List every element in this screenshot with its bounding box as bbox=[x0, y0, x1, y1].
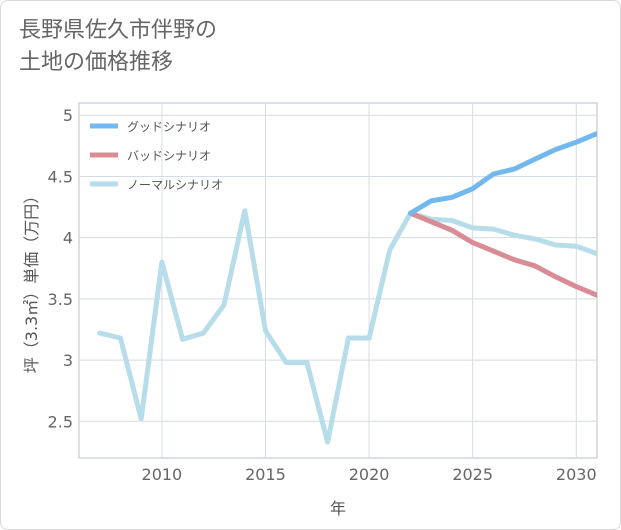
plot-area bbox=[78, 102, 598, 459]
x-axis-title: 年 bbox=[330, 499, 346, 518]
y-tick-label-2_5: 2.5 bbox=[48, 412, 73, 431]
x-tick-label-2010: 2010 bbox=[142, 465, 183, 484]
x-tick-label-2025: 2025 bbox=[452, 465, 493, 484]
chart-title-line1: 長野県佐久市伴野の bbox=[19, 18, 218, 43]
legend-label-1: バッドシナリオ bbox=[127, 149, 211, 163]
legend-label-0: グッドシナリオ bbox=[127, 120, 211, 134]
x-tick-label-2030: 2030 bbox=[556, 465, 597, 484]
y-tick-label-5: 5 bbox=[63, 106, 73, 125]
x-tick-label-2020: 2020 bbox=[349, 465, 390, 484]
y-tick-label-4: 4 bbox=[63, 229, 73, 248]
chart-title-line2: 土地の価格推移 bbox=[19, 50, 174, 75]
y-tick-label-3_5: 3.5 bbox=[48, 290, 73, 309]
y-axis-title: 坪（3.3㎡）単価（万円） bbox=[22, 188, 41, 373]
y-tick-label-4_5: 4.5 bbox=[48, 167, 73, 186]
y-tick-label-3: 3 bbox=[63, 351, 73, 370]
series-line-0 bbox=[408, 131, 597, 216]
x-tick-label-2015: 2015 bbox=[245, 465, 286, 484]
chart-title: 長野県佐久市伴野の 土地の価格推移 bbox=[19, 15, 217, 79]
series-line-1 bbox=[408, 210, 597, 298]
series-line-2 bbox=[97, 208, 597, 445]
legend-label-2: ノーマルシナリオ bbox=[127, 178, 223, 192]
